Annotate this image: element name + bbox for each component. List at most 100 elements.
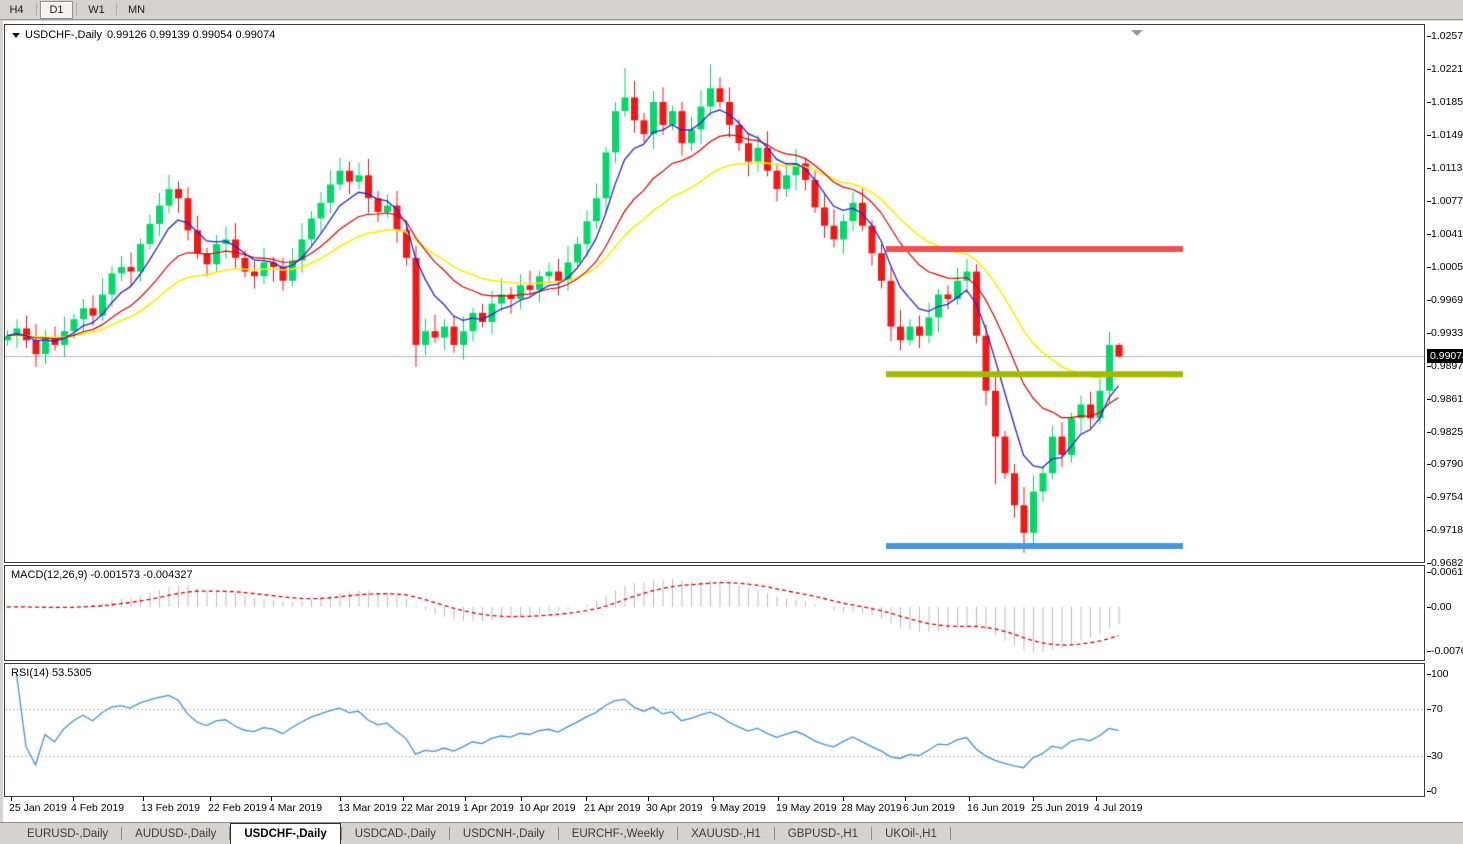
date-label: 13 Mar 2019 — [338, 802, 397, 814]
axis-tick — [1427, 69, 1431, 70]
macd-canvas[interactable] — [5, 566, 1424, 660]
date-label: 25 Jan 2019 — [9, 802, 67, 814]
timeframe-button-h4[interactable]: H4 — [9, 3, 24, 16]
chart-tab-usdchf[interactable]: USDCHF-,Daily — [230, 823, 341, 844]
chart-tab-usdcnh[interactable]: USDCNH-,Daily — [462, 827, 545, 840]
timeframe-button-w1[interactable]: W1 — [88, 3, 105, 16]
rsi-label: RSI(14) 53.5305 — [11, 667, 92, 679]
rsi-indicator-panel: RSI(14) 53.5305 — [4, 663, 1425, 797]
toolbar-separator — [36, 3, 37, 16]
axis-tick — [1427, 135, 1431, 136]
tab-separator — [949, 827, 951, 840]
axis-tick — [1427, 563, 1431, 565]
chart-tab-audusd[interactable]: AUDUSD-,Daily — [135, 827, 217, 840]
chevron-down-icon — [12, 32, 20, 38]
date-tick — [465, 797, 466, 801]
date-label: 16 Jun 2019 — [967, 802, 1025, 814]
chart-tab-xauusd[interactable]: XAUUSD-,H1 — [691, 827, 761, 840]
axis-tick — [1427, 530, 1431, 532]
axis-label: 1.01490 — [1431, 129, 1463, 141]
axis-tick — [1427, 791, 1431, 792]
axis-label: 0.00613 — [1431, 565, 1463, 578]
axis-label: 1.00410 — [1431, 228, 1463, 240]
date-tick — [648, 797, 649, 801]
date-tick — [73, 797, 74, 801]
axis-tick — [1427, 366, 1431, 367]
chart-tab-usdcad[interactable]: USDCAD-,Daily — [354, 827, 436, 840]
date-label: 22 Feb 2019 — [208, 802, 267, 814]
macd-indicator-panel: MACD(12,26,9) -0.001573 -0.004327 — [4, 565, 1425, 661]
axis-label: 1.01850 — [1431, 96, 1463, 108]
axis-tick — [1427, 755, 1431, 757]
date-label: 4 Mar 2019 — [269, 802, 323, 814]
chart-tab-gbpusd[interactable]: GBPUSD-,H1 — [787, 827, 859, 840]
axis-tick — [1427, 497, 1431, 499]
chart-title: USDCHF-,Daily 0.99126 0.99139 0.99054 0.… — [12, 29, 275, 41]
axis-tick — [1427, 432, 1431, 433]
axis-label: 70 — [1431, 703, 1443, 716]
rsi-canvas[interactable] — [5, 664, 1424, 796]
tab-separator — [871, 827, 873, 840]
date-tick — [11, 797, 12, 801]
tab-separator — [677, 827, 679, 840]
chart-tab-eurchf[interactable]: EURCHF-,Weekly — [571, 827, 665, 840]
axis-tick — [1427, 650, 1431, 652]
chart-symbol-label: USDCHF-,Daily — [25, 29, 102, 41]
tab-separator — [340, 827, 342, 840]
price-chart-panel: USDCHF-,Daily 0.99126 0.99139 0.99054 0.… — [4, 24, 1425, 563]
axis-tick — [1427, 267, 1431, 268]
chart-tab-ukoil[interactable]: UKOil-,H1 — [885, 827, 937, 840]
toolbar-separator — [76, 3, 77, 16]
date-tick — [969, 797, 970, 801]
axis-tick — [1427, 571, 1431, 573]
date-tick — [210, 797, 211, 801]
macd-label: MACD(12,26,9) -0.001573 -0.004327 — [11, 569, 193, 581]
chart-quote-values: 0.99126 0.99139 0.99054 0.99074 — [107, 29, 276, 41]
date-tick — [586, 797, 587, 801]
date-tick — [778, 797, 779, 801]
tab-separator — [121, 827, 123, 840]
date-label: 19 May 2019 — [776, 802, 837, 814]
timeframe-button-d1[interactable]: D1 — [40, 0, 73, 19]
axis-label: 0 — [1431, 785, 1437, 797]
date-tick — [521, 797, 522, 801]
date-label: 21 Apr 2019 — [584, 802, 641, 814]
date-label: 4 Feb 2019 — [71, 802, 125, 814]
chart-tab-bar: EURUSD-,Daily AUDUSD-,Daily USDCHF-,Daily U… — [0, 822, 1463, 844]
chart-client-area: USDCHF-,Daily 0.99126 0.99139 0.99054 0.… — [3, 21, 1463, 822]
axis-label: 1.02570 — [1431, 30, 1463, 42]
axis-tick — [1427, 168, 1431, 169]
price-chart-canvas[interactable] — [5, 25, 1424, 562]
axis-label: 1.02210 — [1431, 63, 1463, 75]
axis-tick — [1427, 300, 1431, 301]
date-label: 1 Apr 2019 — [463, 802, 514, 814]
chart-tab-eurusd[interactable]: EURUSD-,Daily — [27, 827, 109, 840]
axis-tick — [1427, 464, 1431, 466]
date-label: 22 Mar 2019 — [401, 802, 460, 814]
date-label: 25 Jun 2019 — [1031, 802, 1089, 814]
tab-separator — [557, 827, 559, 840]
axis-tick — [1427, 709, 1431, 711]
date-tick — [1033, 797, 1034, 801]
chart-shift-marker-icon — [1131, 30, 1143, 36]
axis-label: 1.00770 — [1431, 195, 1463, 207]
date-tick — [271, 797, 272, 801]
date-label: 9 May 2019 — [711, 802, 766, 814]
axis-tick — [1427, 333, 1431, 334]
date-tick — [843, 797, 844, 801]
tab-separator — [229, 827, 231, 840]
date-label: 4 Jul 2019 — [1094, 802, 1143, 814]
axis-tick — [1427, 399, 1431, 400]
timeframe-button-mn[interactable]: MN — [127, 3, 146, 16]
date-label: 10 Apr 2019 — [519, 802, 576, 814]
axis-tick — [1427, 607, 1431, 608]
tab-separator — [773, 827, 775, 840]
axis-label: 1.01130 — [1431, 162, 1463, 174]
